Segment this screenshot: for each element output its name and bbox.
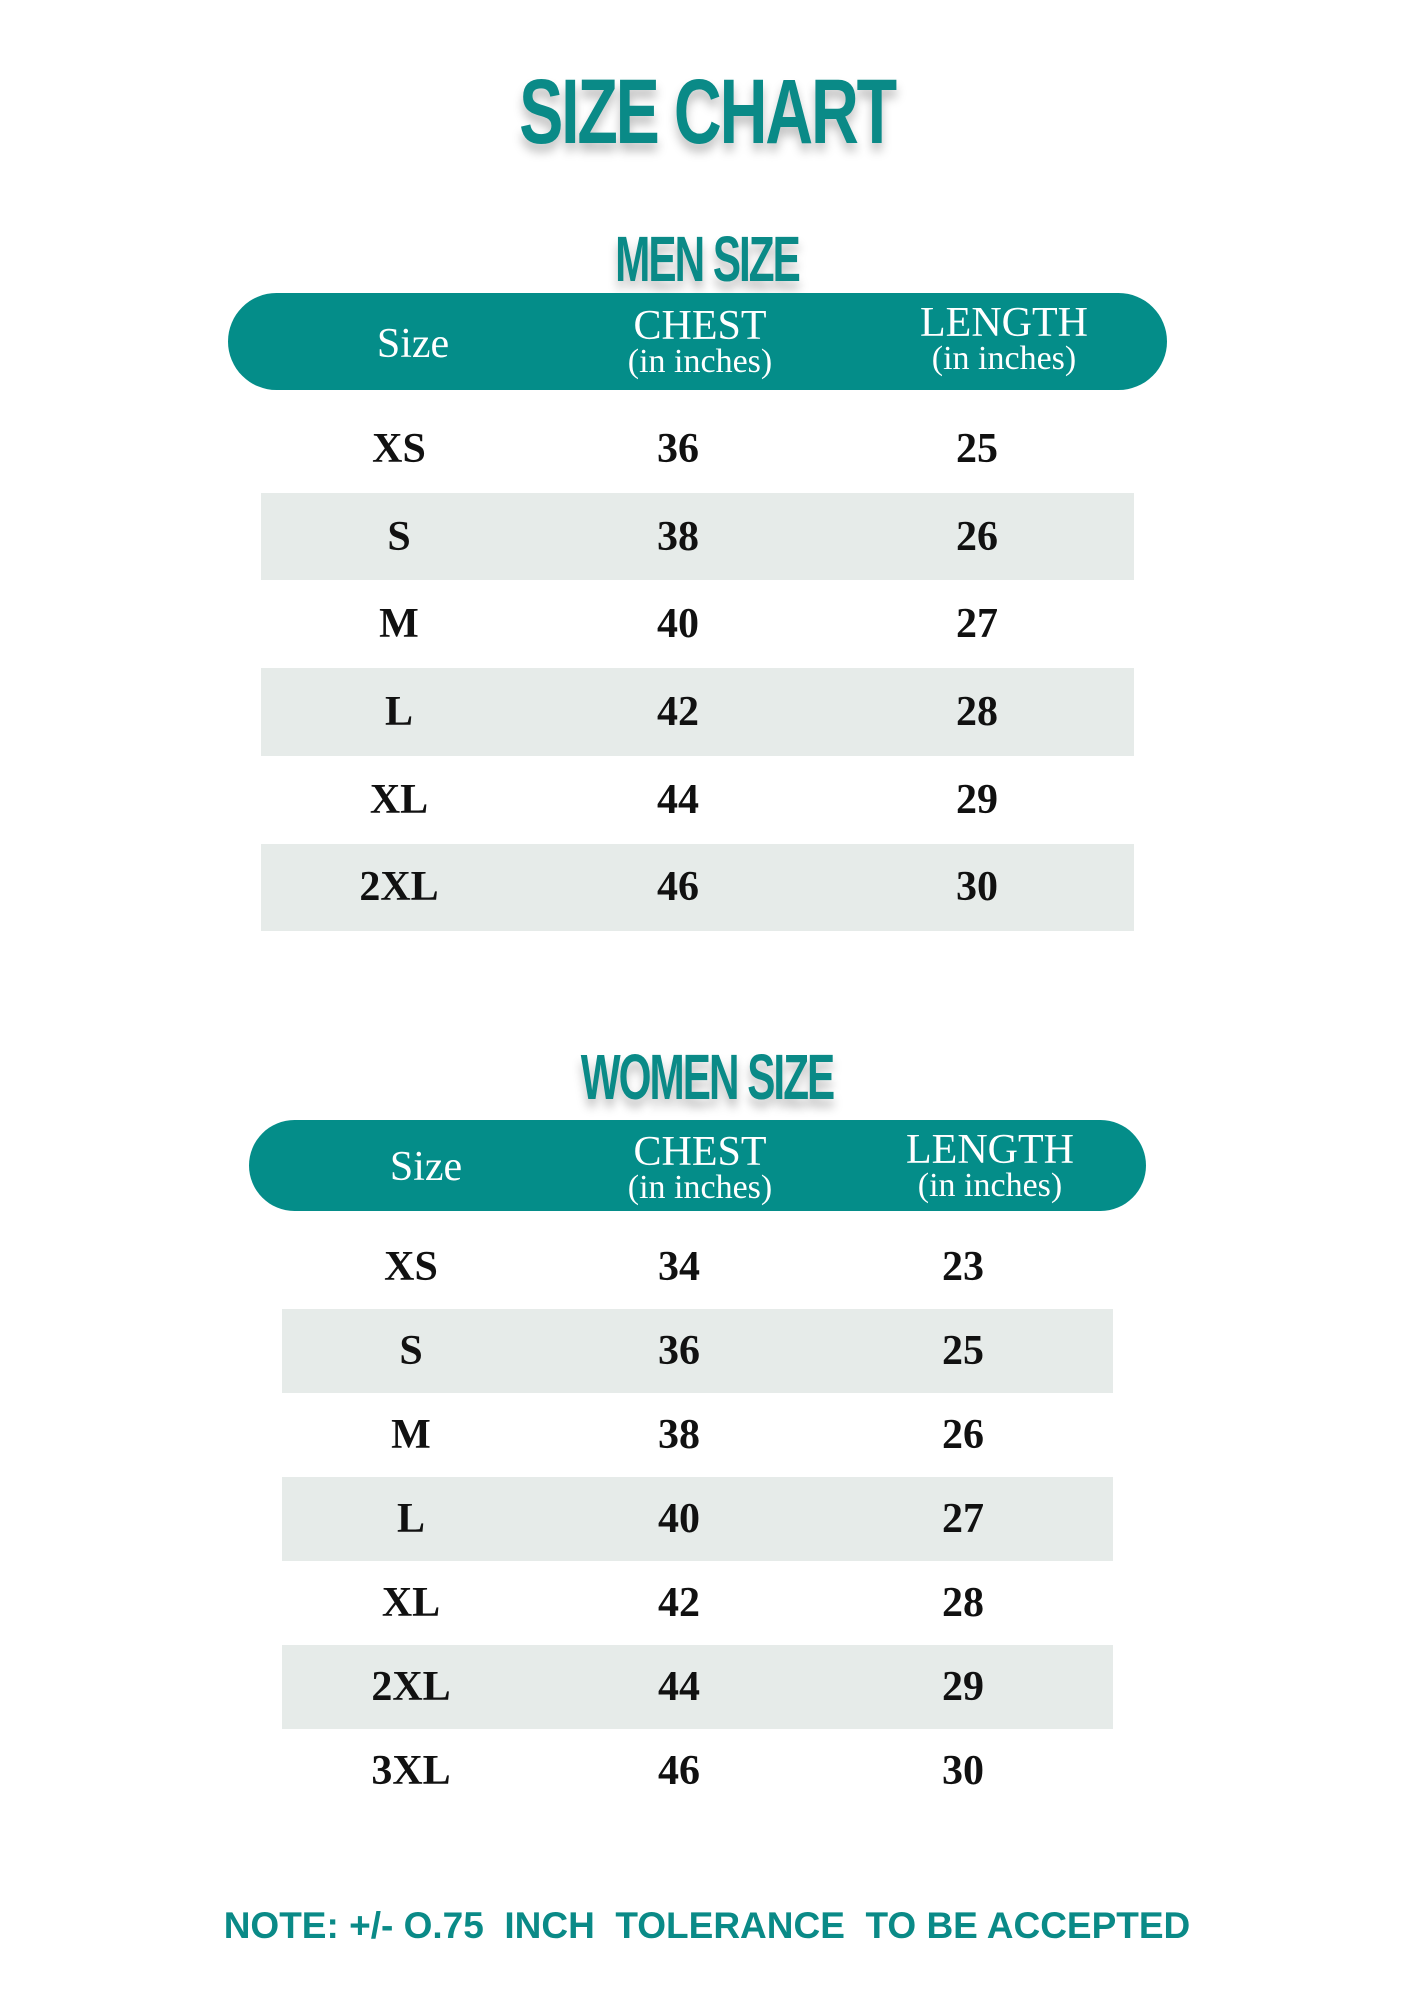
women-header-chest: CHEST (in inches) [628,1131,772,1205]
size-cell: L [384,688,414,735]
size-cell: S [399,1328,423,1374]
size-cell: M [391,1412,431,1458]
header-sublabel: (in inches) [931,340,1077,377]
size-cell: S [387,513,411,560]
size-cell: 3XL [371,1748,451,1794]
header-label: LENGTH [906,1127,1074,1173]
chest-cell: 42 [658,1580,700,1626]
header-label: CHEST [633,1129,767,1175]
size-cell: 2XL [359,864,439,911]
length-cell: 29 [942,1664,984,1710]
women-section-title: WOMEN SIZE [580,1041,835,1113]
length-cell: 25 [942,1328,984,1374]
chest-cell: 40 [658,1496,700,1542]
women-table-row: 2XL 44 29 [282,1645,1113,1729]
tolerance-note: NOTE: +/- O.75 INCH TOLERANCE TO BE ACCE… [223,1905,1191,1946]
men-table-row: L 42 28 [261,668,1134,756]
women-table-row: M 38 26 [282,1393,1113,1477]
size-cell: XL [381,1580,441,1626]
chest-cell: 40 [657,601,699,648]
men-table-row: XS 36 25 [261,405,1134,493]
length-cell: 29 [956,776,998,823]
chest-cell: 36 [657,425,699,472]
size-cell: M [379,601,419,648]
length-cell: 23 [942,1244,984,1290]
header-label: CHEST [633,303,767,349]
men-table-header: Size CHEST (in inches) LENGTH (in inches) [228,293,1167,390]
chest-cell: 46 [658,1748,700,1794]
chest-cell: 46 [657,864,699,911]
men-table-row: XL 44 29 [261,756,1134,844]
header-sublabel: (in inches) [627,343,773,380]
length-cell: 27 [956,601,998,648]
men-header-length: LENGTH (in inches) [920,302,1088,376]
length-cell: 25 [956,425,998,472]
chest-cell: 34 [658,1244,700,1290]
women-table-header: Size CHEST (in inches) LENGTH (in inches) [249,1120,1146,1211]
men-table-row: 2XL 46 30 [261,843,1134,932]
men-header-chest: CHEST (in inches) [628,305,772,379]
page-title: SIZE CHART [519,61,897,163]
women-header-size: Size [390,1146,462,1188]
length-cell: 30 [942,1748,984,1794]
women-table-row: XS 34 23 [282,1225,1113,1309]
size-cell: XS [372,425,426,472]
length-cell: 26 [956,513,998,560]
length-cell: 28 [942,1580,984,1626]
women-table-row: L 40 27 [282,1477,1113,1561]
size-cell: 2XL [371,1664,451,1710]
chest-cell: 38 [658,1412,700,1458]
chest-cell: 36 [658,1328,700,1374]
size-cell: XS [384,1244,438,1290]
men-section-title: MEN SIZE [615,223,801,295]
header-sublabel: (in inches) [917,1167,1063,1204]
header-label: Size [376,321,450,367]
header-sublabel: (in inches) [627,1169,773,1206]
chest-cell: 38 [657,513,699,560]
women-table-row: 3XL 46 30 [282,1729,1113,1813]
men-header-size: Size [377,323,449,365]
women-table-row: XL 42 28 [282,1561,1113,1645]
women-header-length: LENGTH (in inches) [906,1129,1074,1203]
men-table-row: S 38 26 [261,492,1134,581]
length-cell: 28 [956,688,998,735]
chest-cell: 42 [657,688,699,735]
header-label: Size [389,1144,463,1190]
length-cell: 27 [942,1496,984,1542]
size-cell: L [396,1496,426,1542]
chest-cell: 44 [658,1664,700,1710]
chest-cell: 44 [657,776,699,823]
women-table-row: S 36 25 [282,1309,1113,1393]
length-cell: 30 [956,864,998,911]
size-cell: XL [369,776,429,823]
length-cell: 26 [942,1412,984,1458]
men-table-row: M 40 27 [261,580,1134,668]
header-label: LENGTH [920,300,1088,346]
